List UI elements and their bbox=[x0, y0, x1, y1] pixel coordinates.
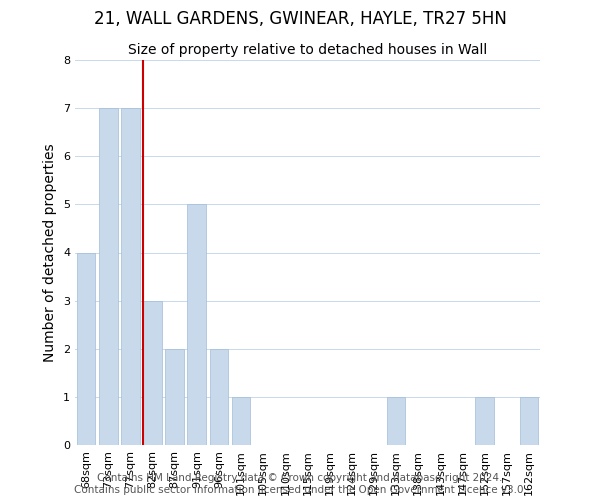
Bar bbox=[165, 349, 184, 445]
Bar bbox=[77, 252, 95, 445]
Title: Size of property relative to detached houses in Wall: Size of property relative to detached ho… bbox=[128, 44, 487, 58]
Bar bbox=[386, 397, 406, 445]
Bar bbox=[143, 300, 162, 445]
Bar bbox=[209, 349, 229, 445]
Bar bbox=[121, 108, 140, 445]
Bar bbox=[232, 397, 250, 445]
Bar bbox=[99, 108, 118, 445]
Y-axis label: Number of detached properties: Number of detached properties bbox=[43, 143, 58, 362]
Text: 21, WALL GARDENS, GWINEAR, HAYLE, TR27 5HN: 21, WALL GARDENS, GWINEAR, HAYLE, TR27 5… bbox=[94, 10, 506, 28]
Bar bbox=[520, 397, 538, 445]
Bar bbox=[475, 397, 494, 445]
Bar bbox=[187, 204, 206, 445]
Text: Contains HM Land Registry data © Crown copyright and database right 2024.
Contai: Contains HM Land Registry data © Crown c… bbox=[74, 474, 526, 495]
